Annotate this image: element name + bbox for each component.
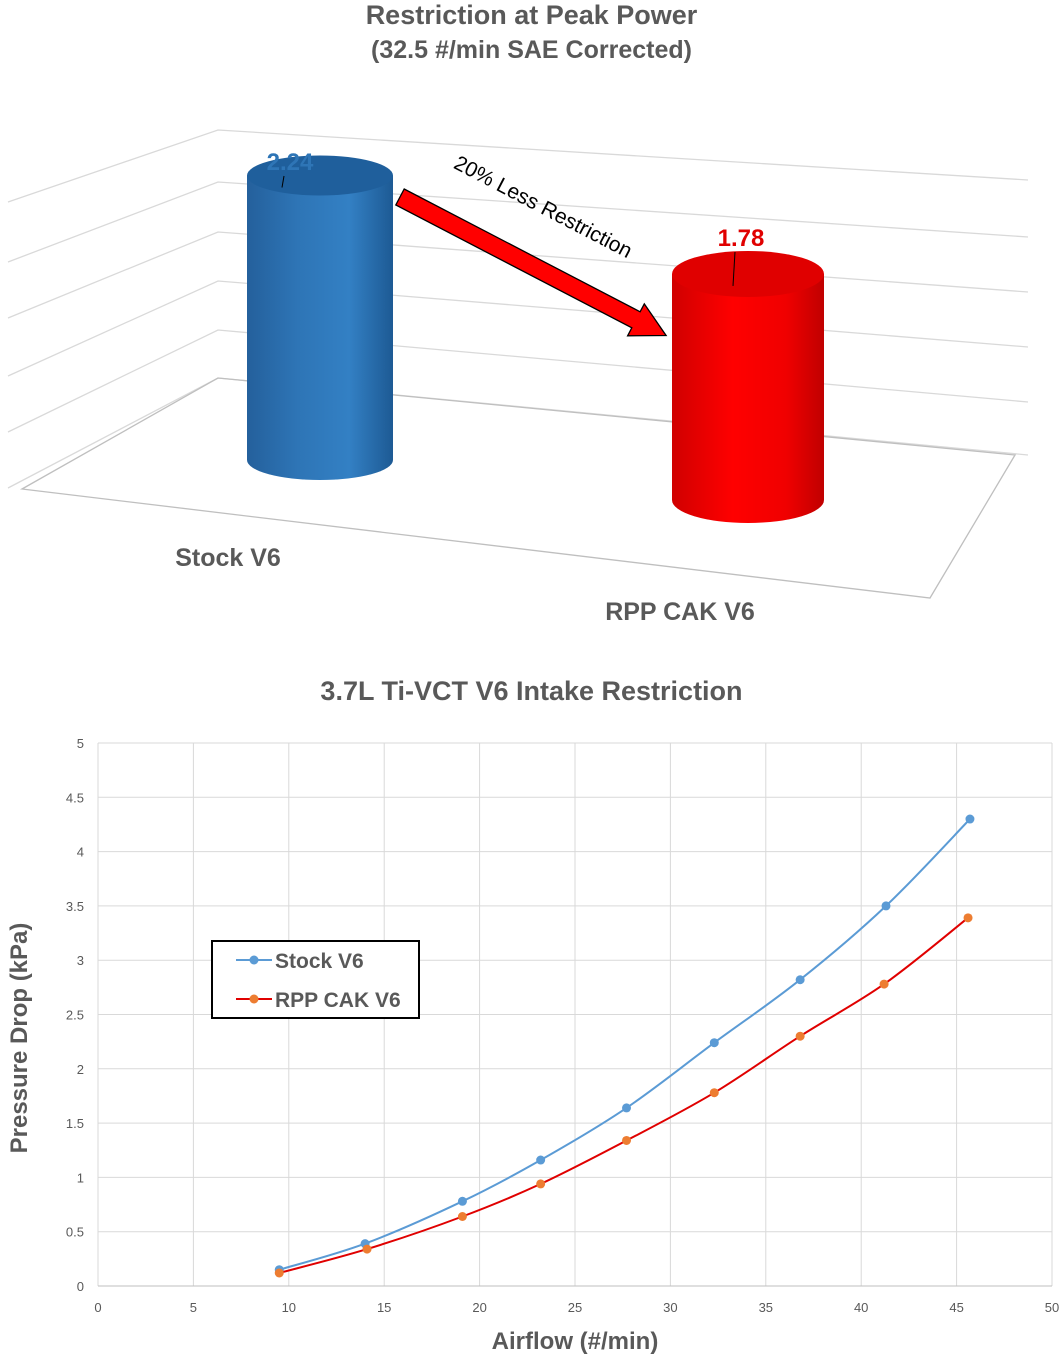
bar-category-label: RPP CAK V6: [605, 598, 755, 626]
series-point: [795, 975, 805, 985]
series-point: [881, 901, 891, 911]
bar-category-label: Stock V6: [175, 544, 281, 572]
series-point: [622, 1135, 632, 1145]
line-chart: 0 5 10 15 20 25 30 35 40 45 50 0 0.5 1 1.5 2 2.5 3 3.5 4 4.5…: [6, 736, 1059, 1355]
series-point: [709, 1088, 719, 1098]
legend-label: Stock V6: [275, 950, 364, 973]
bar-floor: [19, 377, 1017, 599]
bar-gridline: [7, 181, 1029, 263]
x-tick-label: 5: [190, 1300, 197, 1315]
legend-marker: [249, 955, 259, 965]
series-point: [457, 1196, 467, 1206]
top-chart-title: Restriction at Peak Power: [365, 0, 698, 30]
series-point: [536, 1155, 546, 1165]
y-axis-label: Pressure Drop (kPa): [6, 923, 33, 1154]
series-point: [622, 1103, 632, 1113]
series-point: [879, 979, 889, 989]
legend-label: RPP CAK V6: [275, 989, 401, 1012]
y-tick-label: 1: [77, 1170, 84, 1185]
bar-value-label: 2.24: [267, 149, 314, 176]
bar-value-leader: [281, 175, 285, 188]
x-tick-label: 30: [663, 1300, 677, 1315]
x-tick-label: 50: [1045, 1300, 1059, 1315]
y-tick-label: 3: [77, 953, 84, 968]
bar-cylinder: [672, 250, 824, 523]
bar-gridline: [7, 129, 1029, 203]
y-tick-label: 0.5: [66, 1225, 84, 1240]
y-tick-label: 4: [77, 845, 84, 860]
x-tick-label: 20: [472, 1300, 486, 1315]
bar-value-leader: [732, 251, 736, 286]
bar-gridline: [7, 377, 1029, 489]
x-axis-label: Airflow (#/min): [492, 1328, 659, 1355]
y-tick-label: 1.5: [66, 1116, 84, 1131]
series-line: [278, 818, 971, 1271]
arrow-annotation-shape: [394, 188, 668, 337]
x-tick-label: 40: [854, 1300, 868, 1315]
x-tick-label: 45: [949, 1300, 963, 1315]
y-tick-label: 2.5: [66, 1008, 84, 1023]
series-point: [274, 1268, 284, 1278]
series-point: [963, 913, 973, 923]
x-tick-label: 35: [759, 1300, 773, 1315]
legend-marker: [249, 994, 259, 1004]
y-tick-label: 4.5: [66, 790, 84, 805]
x-tick-label: 15: [377, 1300, 391, 1315]
line-chart-axes: 0 5 10 15 20 25 30 35 40 45 50 0 0.5 1 1.5 2 2.5 3 3.5 4 4.5…: [6, 736, 1059, 1355]
y-tick-label: 5: [77, 736, 84, 751]
line-chart-title: 3.7L Ti-VCT V6 Intake Restriction: [320, 676, 743, 706]
line-chart-series: [274, 814, 975, 1278]
bar-gridline: [7, 329, 1029, 433]
bar-cylinder-body: [672, 273, 824, 523]
bar-cylinder-top: [672, 250, 824, 297]
series-point: [536, 1179, 546, 1189]
series-point: [362, 1244, 372, 1254]
y-tick-label: 2: [77, 1062, 84, 1077]
x-tick-label: 25: [568, 1300, 582, 1315]
y-tick-label: 0: [77, 1279, 84, 1294]
y-tick-label: 3.5: [66, 899, 84, 914]
x-tick-label: 0: [94, 1300, 101, 1315]
series-point: [965, 814, 975, 824]
x-tick-label: 10: [282, 1300, 296, 1315]
bar-cylinder-top: [247, 155, 393, 196]
series-point: [709, 1038, 719, 1048]
line-chart-legend: Stock V6 RPP CAK V6: [211, 940, 420, 1019]
series-point: [457, 1211, 467, 1221]
bar-cylinder-body: [247, 175, 393, 480]
bar-value-label: 1.78: [718, 225, 765, 252]
bar-gridline: [7, 280, 1029, 377]
top-chart-subtitle: (32.5 #/min SAE Corrected): [371, 36, 692, 64]
bar-cylinder: [247, 155, 393, 480]
legend-box: [211, 940, 420, 1019]
series-point: [795, 1031, 805, 1041]
